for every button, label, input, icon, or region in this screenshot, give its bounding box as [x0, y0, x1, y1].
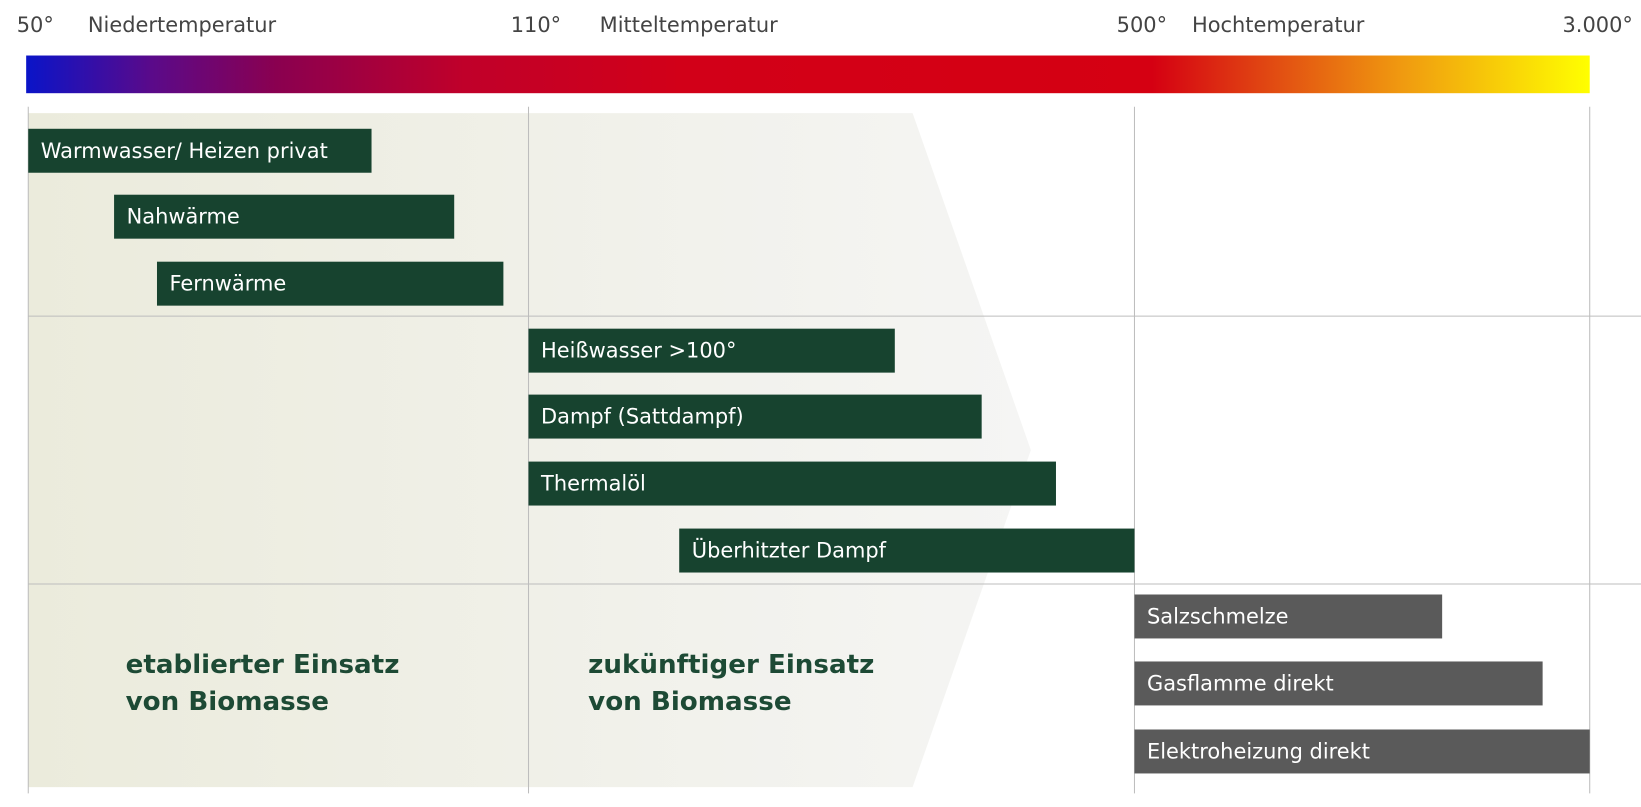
bar: [528, 461, 1056, 506]
scale-tick: 110°: [511, 13, 561, 37]
bar-label: Salzschmelze: [1147, 605, 1288, 629]
scale-tick: 3.000°: [1563, 13, 1633, 37]
bars: Warmwasser/ Heizen privat Nahwärme Fernwär…: [28, 128, 1590, 774]
bar: [28, 128, 372, 173]
bar: [679, 528, 1135, 573]
bar-label: Thermalöl: [540, 472, 646, 496]
bar-label: Dampf (Sattdampf): [541, 405, 744, 429]
bar: [1134, 661, 1543, 706]
bar: [114, 194, 455, 239]
note: zukünftiger Einsatz: [588, 650, 874, 680]
bar: [1134, 729, 1590, 774]
scale-tick: 500°: [1117, 13, 1167, 37]
bar: [528, 328, 895, 373]
bar-label: Heißwasser >100°: [541, 339, 736, 363]
note: etablierter Einsatz: [126, 650, 400, 680]
bar: [1134, 594, 1443, 639]
bar: [156, 261, 504, 306]
bar-label: Gasflamme direkt: [1147, 672, 1334, 696]
bar-label: Nahwärme: [127, 205, 240, 229]
zone-label: Hochtemperatur: [1192, 13, 1365, 37]
temperature-gradient: [26, 55, 1590, 94]
bar-label: Warmwasser/ Heizen privat: [41, 139, 328, 163]
bar-label: Fernwärme: [170, 272, 287, 296]
bar-label: Elektroheizung direkt: [1147, 740, 1370, 764]
note: von Biomasse: [588, 687, 791, 717]
note: von Biomasse: [126, 687, 329, 717]
bar: [528, 394, 982, 439]
zone-label: Mitteltemperatur: [600, 13, 778, 37]
scale-tick: 50°: [17, 13, 54, 37]
bar-label: Überhitzter Dampf: [692, 538, 887, 563]
zone-label: Niedertemperatur: [88, 13, 277, 37]
